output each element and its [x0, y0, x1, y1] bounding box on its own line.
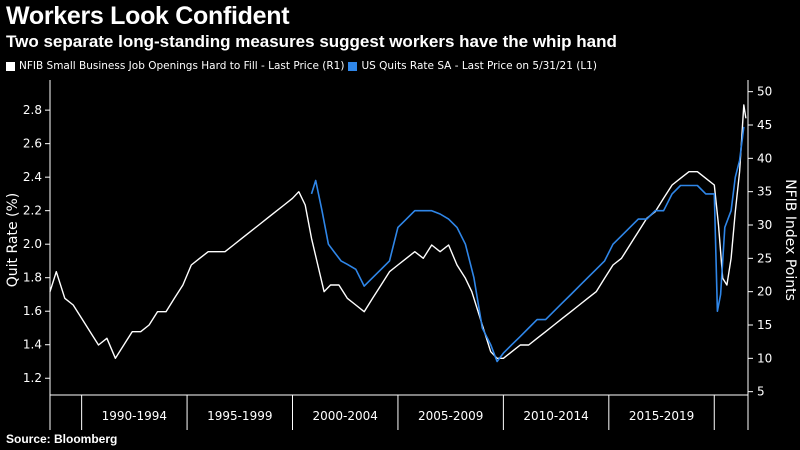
right-tick-label: 50: [757, 85, 772, 99]
left-tick-label: 1.6: [23, 304, 42, 318]
right-tick-label: 45: [757, 118, 772, 132]
series-line-quits: [310, 126, 745, 363]
x-category-label: 2000-2004: [313, 409, 378, 423]
left-axis-title: Quit Rate (%): [5, 193, 21, 288]
axes: 1.2 1.4 1.6 1.8 2.0 2.2 2.4 2.6 2.8 Quit Rate (%)…: [5, 80, 798, 430]
left-tick-label: 2.6: [23, 137, 42, 151]
x-category-label: 1995-1999: [207, 409, 272, 423]
left-tick-label: 1.2: [23, 371, 42, 385]
legend-label-quits: US Quits Rate SA - Last Price on 5/31/21…: [361, 60, 597, 72]
legend: NFIB Small Business Job Openings Hard to…: [6, 60, 597, 72]
series-line-nfib: [49, 104, 747, 359]
right-axis-title: NFIB Index Points: [782, 179, 798, 301]
legend-label-nfib: NFIB Small Business Job Openings Hard to…: [19, 60, 345, 72]
plot-area: [49, 104, 747, 363]
right-tick-label: 40: [757, 151, 772, 165]
left-tick-label: 2.8: [23, 103, 42, 117]
legend-swatch-nfib: [6, 61, 15, 71]
right-tick-label: 15: [757, 318, 772, 332]
right-tick-label: 5: [757, 385, 765, 399]
x-category-label: 2015-2019: [629, 409, 694, 423]
x-category-label: 1990-1994: [102, 409, 167, 423]
legend-swatch-quits: [348, 61, 358, 71]
left-tick-label: 2.4: [23, 170, 42, 184]
x-category-label: 2005-2009: [418, 409, 483, 423]
left-tick-label: 2.0: [23, 237, 42, 251]
left-tick-label: 1.8: [23, 271, 42, 285]
legend-item-quits: US Quits Rate SA - Last Price on 5/31/21…: [348, 60, 597, 72]
right-tick-label: 10: [757, 351, 772, 365]
right-tick-label: 35: [757, 185, 772, 199]
right-tick-label: 30: [757, 218, 772, 232]
right-tick-label: 20: [757, 285, 772, 299]
source-note: Source: Bloomberg: [6, 432, 118, 446]
chart-subtitle: Two separate long-standing measures sugg…: [6, 32, 617, 51]
chart-title: Workers Look Confident: [6, 2, 290, 30]
left-tick-label: 2.2: [23, 204, 42, 218]
x-category-label: 2010-2014: [523, 409, 588, 423]
left-tick-label: 1.4: [23, 338, 42, 352]
legend-item-nfib: NFIB Small Business Job Openings Hard to…: [6, 60, 344, 72]
right-tick-label: 25: [757, 251, 772, 265]
